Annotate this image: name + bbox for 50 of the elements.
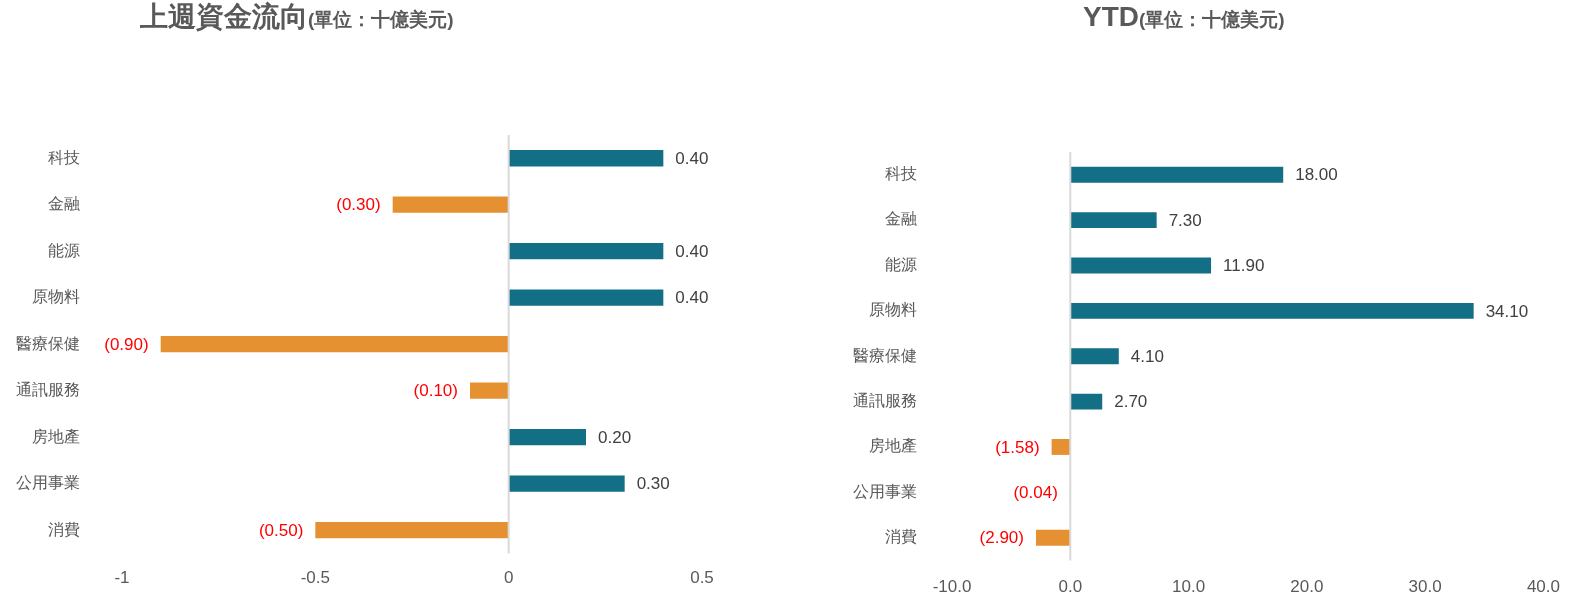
data-label: 11.90 (1223, 256, 1265, 276)
data-label: 0.40 (675, 241, 709, 261)
y-tick-label: 醫療保健 (853, 346, 917, 364)
data-label: (2.90) (979, 528, 1024, 548)
x-tick-label: 40.0 (1526, 577, 1560, 597)
y-tick-label: 通訊服務 (853, 391, 917, 409)
data-label: 0.30 (636, 474, 670, 494)
y-tick-label: 科技 (885, 165, 917, 183)
y-tick-label: 金融 (48, 195, 80, 213)
y-tick-label: 醫療保健 (16, 334, 80, 352)
data-label: 18.00 (1295, 165, 1338, 185)
x-tick-label: 20.0 (1290, 577, 1324, 597)
y-tick-label: 原物料 (32, 288, 80, 306)
x-tick-label: 30.0 (1408, 577, 1442, 597)
y-tick-label: 公用事業 (853, 482, 917, 500)
y-tick-label: 消費 (48, 520, 80, 538)
data-label: (0.30) (336, 195, 381, 215)
data-label: 0.40 (675, 148, 709, 168)
x-tick-label: 0.0 (1058, 577, 1083, 597)
x-tick-label: -1 (114, 568, 130, 588)
data-label: 4.10 (1130, 346, 1164, 366)
x-tick-label: -0.5 (300, 568, 330, 588)
data-label: (1.58) (995, 437, 1040, 457)
y-tick-label: 消費 (885, 528, 917, 546)
y-tick-label: 能源 (885, 255, 917, 273)
data-label: (0.04) (1013, 483, 1058, 503)
chart-title: YTD (1083, 1, 1139, 32)
chart-title: 上週資金流向 (140, 1, 308, 32)
y-tick-label: 公用事業 (16, 474, 80, 492)
y-tick-label: 能源 (48, 241, 80, 259)
x-tick-label: 0.5 (690, 568, 714, 588)
y-tick-label: 房地產 (32, 427, 80, 445)
y-tick-label: 原物料 (869, 301, 917, 319)
x-tick-label: 0 (503, 568, 514, 588)
data-label: 34.10 (1485, 301, 1529, 321)
y-tick-label: 科技 (48, 148, 80, 166)
chart-subtitle: (單位：十億美元) (1139, 9, 1285, 30)
data-label: (0.50) (258, 520, 304, 540)
data-label: 0.40 (675, 288, 709, 308)
y-tick-label: 通訊服務 (16, 381, 80, 399)
data-label: 0.20 (598, 427, 632, 447)
x-tick-label: 10.0 (1172, 577, 1206, 597)
data-label: (0.10) (413, 381, 458, 401)
chart-subtitle: (單位：十億美元) (308, 9, 454, 30)
x-tick-label: -10.0 (932, 577, 972, 597)
y-tick-label: 房地產 (869, 437, 917, 455)
data-label: 7.30 (1168, 210, 1202, 230)
data-label: 2.70 (1114, 392, 1148, 412)
y-tick-label: 金融 (885, 210, 917, 228)
data-label: (0.90) (104, 334, 149, 354)
